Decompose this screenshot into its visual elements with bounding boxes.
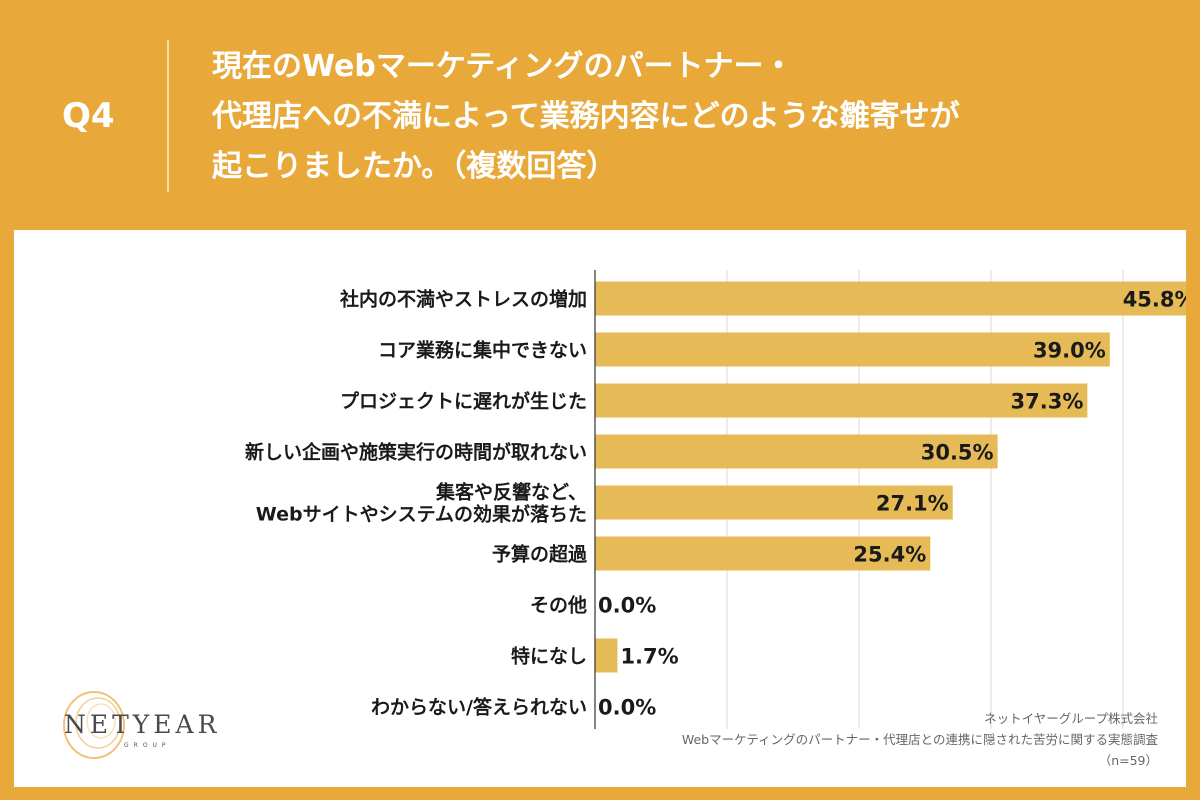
- question-title-line-3: 起こりましたか。（複数回答）: [212, 149, 617, 184]
- value-label: 27.1%: [876, 492, 949, 516]
- bar-chart: 社内の不満やストレスの増加 45.8% コア業務に集中できない 39.0% プロジェクト…: [245, 270, 1186, 729]
- source-company: ネットイヤーグループ株式会社: [984, 711, 1158, 726]
- logo-subtext: GROUP: [124, 742, 171, 749]
- bar: [595, 332, 1110, 367]
- bar: [595, 485, 953, 520]
- value-label: 45.8%: [1123, 288, 1186, 312]
- question-number: Q4: [62, 96, 115, 136]
- category-label: 特になし: [511, 646, 587, 668]
- value-label: 1.7%: [620, 645, 678, 669]
- logo-text: NETYEAR: [64, 710, 221, 739]
- source-note: ネットイヤーグループ株式会社 Webマーケティングのパートナー・代理店との連携に…: [682, 708, 1158, 771]
- question-title-line-2: 代理店への不満によって業務内容にどのような雛寄せが: [212, 99, 960, 134]
- category-label: 新しい企画や施策実行の時間が取れない: [245, 441, 587, 464]
- category-label: その他: [530, 594, 587, 617]
- source-survey: Webマーケティングのパートナー・代理店との連携に隠された苦労に関する実態調査: [681, 732, 1158, 747]
- bar: [595, 383, 1088, 418]
- netyear-logo: NETYEAR GROUP: [54, 680, 216, 770]
- bar: [595, 638, 618, 673]
- value-label: 25.4%: [853, 543, 926, 567]
- category-label: プロジェクトに遅れが生じた: [340, 390, 587, 413]
- bar: [595, 434, 998, 469]
- chart-panel: 社内の不満やストレスの増加 45.8% コア業務に集中できない 39.0% プロジェクト…: [14, 230, 1186, 787]
- value-label: 39.0%: [1033, 339, 1106, 363]
- category-label: 予算の超過: [492, 543, 588, 566]
- category-label: 社内の不満やストレスの増加: [339, 288, 587, 311]
- category-label: わからない/答えられない: [371, 696, 587, 719]
- bar: [595, 281, 1186, 316]
- category-label: Webサイトやシステムの効果が落ちた: [256, 503, 587, 526]
- bar: [595, 536, 931, 571]
- value-label: 30.5%: [921, 441, 994, 465]
- category-label: 集客や反響など、: [435, 481, 587, 504]
- question-header: Q4 現在のWebマーケティングのパートナー・ 代理店への不満によって業務内容に…: [0, 0, 1200, 230]
- value-label: 0.0%: [598, 594, 656, 618]
- header-divider: [167, 40, 169, 192]
- source-sample: （n=59）: [1098, 753, 1158, 768]
- value-label: 37.3%: [1011, 390, 1084, 414]
- logo-swirl-icon: [63, 691, 125, 759]
- question-title: 現在のWebマーケティングのパートナー・ 代理店への不満によって業務内容にどのよ…: [212, 42, 1172, 192]
- category-label: コア業務に集中できない: [378, 339, 587, 362]
- value-label: 0.0%: [598, 696, 656, 720]
- question-title-line-1: 現在のWebマーケティングのパートナー・: [212, 49, 794, 84]
